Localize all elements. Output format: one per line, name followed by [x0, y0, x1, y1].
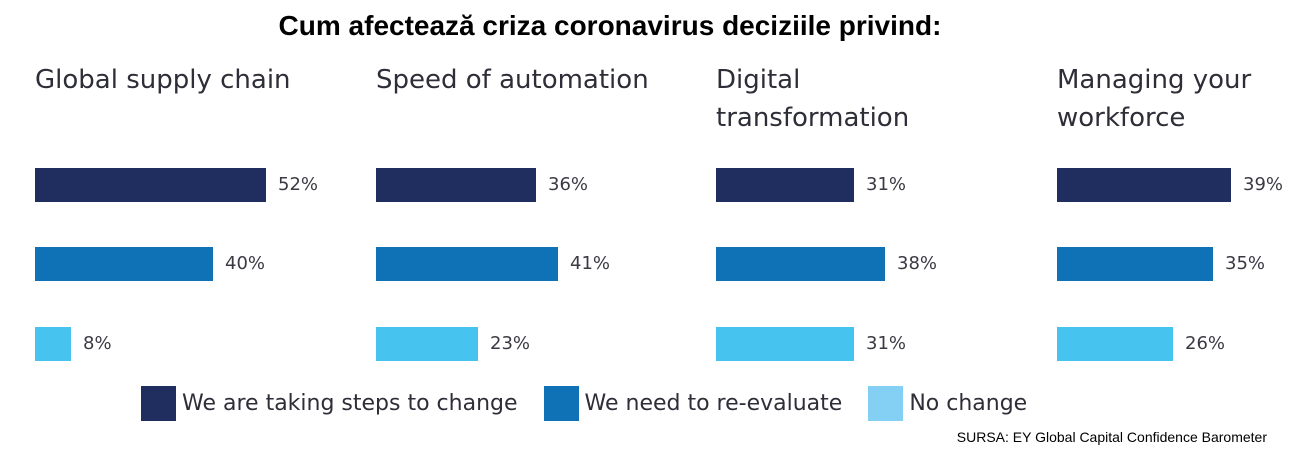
value-label-managing-your-workforce-we-need-to-re-evaluate: 35%: [1225, 253, 1266, 274]
bar-managing-your-workforce-we-need-to-re-evaluate: [1057, 247, 1213, 281]
value-label-managing-your-workforce-we-are-taking-steps-to-change: 39%: [1243, 174, 1284, 195]
bar-speed-of-automation-no-change: [376, 327, 478, 361]
bar-speed-of-automation-we-need-to-re-evaluate: [376, 247, 558, 281]
value-label-global-supply-chain-we-need-to-re-evaluate: 40%: [225, 253, 266, 274]
legend-swatch-no-change: [868, 385, 904, 421]
bar-digital-transformation-we-are-taking-steps-to-change: [716, 168, 854, 202]
legend-label-no-change: No change: [909, 390, 1028, 416]
panel-title-global-supply-chain: Global supply chain: [35, 65, 291, 95]
legend-item-re-evaluate: We need to re-evaluate: [543, 385, 843, 421]
legend-item-no-change: No change: [868, 385, 1028, 421]
panel-title-digital-transformation: Digital transformation: [716, 65, 910, 133]
bar-global-supply-chain-we-are-taking-steps-to-change: [35, 168, 266, 202]
value-label-digital-transformation-no-change: 31%: [866, 333, 907, 354]
value-label-speed-of-automation-no-change: 23%: [490, 333, 531, 354]
bar-global-supply-chain-no-change: [35, 327, 71, 361]
legend-swatch-re-evaluate: [543, 385, 579, 421]
bar-speed-of-automation-we-are-taking-steps-to-change: [376, 168, 536, 202]
legend-swatch-taking-steps: [141, 385, 176, 421]
legend: We are taking steps to change We need to…: [141, 384, 1053, 422]
legend-label-re-evaluate: We need to re-evaluate: [584, 390, 843, 416]
bar-managing-your-workforce-no-change: [1057, 327, 1173, 361]
value-label-global-supply-chain-we-are-taking-steps-to-change: 52%: [278, 174, 319, 195]
chart-title: Cum afectează criza coronavirus deciziil…: [278, 10, 942, 41]
bar-digital-transformation-we-need-to-re-evaluate: [716, 247, 885, 281]
panel-title-speed-of-automation: Speed of automation: [376, 65, 649, 95]
legend-label-taking-steps: We are taking steps to change: [182, 390, 518, 416]
panel-title-managing-your-workforce: Managing your workforce: [1057, 65, 1252, 133]
source-note: SURSA: EY Global Capital Confidence Baro…: [956, 429, 1267, 445]
value-label-managing-your-workforce-no-change: 26%: [1185, 333, 1226, 354]
value-label-digital-transformation-we-need-to-re-evaluate: 38%: [897, 253, 938, 274]
value-label-global-supply-chain-no-change: 8%: [83, 333, 112, 354]
value-label-digital-transformation-we-are-taking-steps-to-change: 31%: [866, 174, 907, 195]
bar-global-supply-chain-we-need-to-re-evaluate: [35, 247, 213, 281]
value-label-speed-of-automation-we-are-taking-steps-to-change: 36%: [548, 174, 589, 195]
bar-digital-transformation-no-change: [716, 327, 854, 361]
legend-item-taking-steps: We are taking steps to change: [141, 385, 518, 421]
value-label-speed-of-automation-we-need-to-re-evaluate: 41%: [570, 253, 611, 274]
bar-managing-your-workforce-we-are-taking-steps-to-change: [1057, 168, 1231, 202]
